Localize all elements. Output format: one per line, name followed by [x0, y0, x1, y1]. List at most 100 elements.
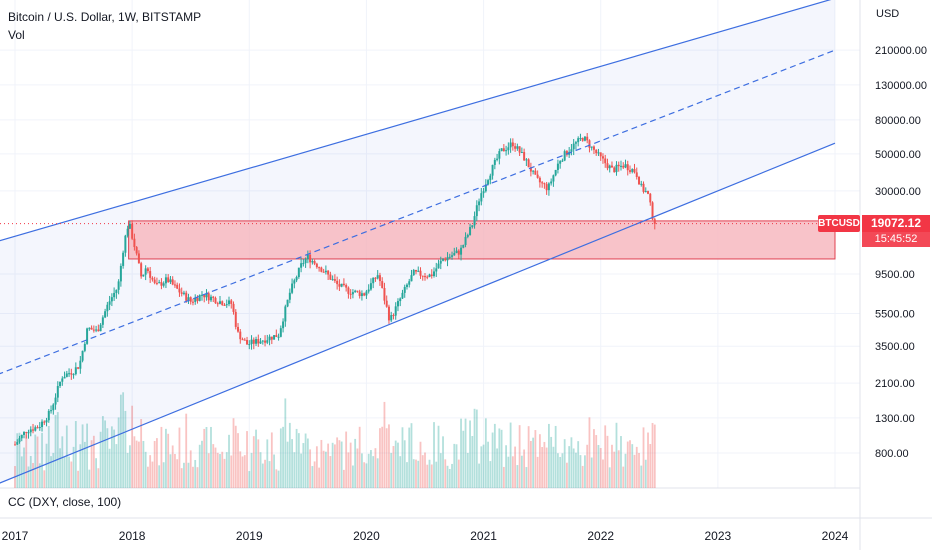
candle-body — [369, 283, 372, 290]
candle-body — [550, 181, 553, 184]
volume-bar — [257, 439, 260, 488]
candle-body — [638, 176, 641, 185]
volume-bar — [115, 444, 118, 488]
volume-bar — [561, 453, 564, 488]
indicator-label[interactable]: CC (DXY, close, 100) — [8, 495, 122, 509]
volume-bar — [259, 452, 262, 488]
volume-bar — [20, 456, 23, 488]
candle-body — [647, 191, 650, 194]
volume-bar — [588, 417, 591, 488]
candle-body — [347, 287, 350, 294]
volume-bar — [338, 440, 341, 488]
candle-body — [534, 170, 537, 175]
price-tick-label: 1300.00 — [875, 413, 915, 425]
candle-body — [74, 367, 77, 375]
volume-bar — [313, 461, 316, 488]
volume-bar — [651, 422, 654, 488]
volume-bar — [602, 459, 604, 488]
candle-body — [320, 267, 323, 272]
volume-bar — [358, 426, 361, 488]
volume-bar — [471, 436, 474, 488]
candle-body — [545, 184, 548, 191]
volume-bar — [557, 453, 559, 488]
candle-body — [207, 293, 210, 301]
volume-label[interactable]: Vol — [8, 28, 25, 42]
volume-bar — [95, 458, 97, 488]
candle-body — [336, 280, 339, 285]
volume-bar — [345, 431, 348, 488]
volume-bar — [397, 442, 399, 488]
candle-body — [228, 300, 231, 305]
candle-body — [104, 311, 107, 318]
candle-body — [446, 257, 449, 261]
volume-bar — [644, 459, 647, 488]
candle-body — [297, 267, 300, 278]
volume-bar — [532, 437, 535, 488]
volume-bar — [392, 446, 395, 488]
volume-bar — [25, 434, 28, 488]
volume-bar — [54, 415, 57, 488]
volume-bar — [50, 456, 52, 488]
volume-bar — [340, 441, 343, 488]
candle-body — [559, 161, 562, 164]
candle-body — [484, 184, 487, 192]
volume-bar — [282, 426, 284, 488]
candle-body — [113, 292, 116, 298]
volume-bar — [410, 423, 413, 488]
volume-bar — [158, 465, 161, 488]
candle-body — [239, 331, 242, 340]
volume-bar — [412, 459, 415, 488]
candle-body — [358, 291, 361, 297]
volume-bar — [442, 436, 444, 488]
candle-body — [300, 263, 303, 268]
candle-body — [126, 228, 129, 236]
candle-body — [516, 146, 519, 149]
candle-body — [50, 410, 53, 412]
time-tick-label: 2022 — [587, 529, 614, 543]
volume-bar — [559, 456, 562, 488]
candle-body — [444, 259, 447, 261]
candle-body — [221, 301, 224, 305]
candle-body — [309, 254, 312, 263]
volume-bar — [509, 422, 512, 488]
candle-body — [331, 279, 334, 281]
volume-bar — [300, 453, 302, 488]
candle-body — [191, 301, 194, 303]
candle-body — [378, 275, 381, 282]
volume-bar — [277, 470, 280, 488]
volume-bar — [484, 418, 487, 488]
candle-body — [160, 282, 163, 286]
volume-bar — [620, 436, 622, 488]
volume-bar — [439, 453, 442, 488]
volume-bar — [444, 459, 447, 488]
volume-bar — [516, 465, 519, 488]
currency-label: USD — [876, 8, 900, 20]
candle-body — [135, 247, 138, 254]
candle-body — [365, 291, 368, 296]
volume-bar — [65, 425, 68, 488]
volume-bar — [275, 469, 278, 488]
volume-bar — [315, 446, 318, 488]
volume-bar — [176, 459, 179, 488]
volume-bar — [205, 427, 208, 488]
candle-body — [322, 271, 325, 273]
volume-bar — [110, 426, 113, 488]
candle-body — [115, 289, 118, 293]
candle-body — [631, 169, 634, 172]
candle-body — [81, 350, 84, 361]
volume-bar — [469, 420, 471, 488]
volume-bar — [640, 465, 643, 488]
candle-body — [92, 329, 95, 331]
candle-body — [430, 274, 433, 277]
volume-bar — [502, 466, 505, 488]
candle-body — [311, 261, 314, 263]
volume-bar — [43, 470, 46, 488]
volume-bar — [83, 441, 86, 488]
candle-body — [640, 183, 643, 185]
volume-bar — [106, 428, 109, 488]
price-tick-label: 50000.00 — [875, 149, 921, 161]
volume-bar — [577, 441, 580, 488]
candle-body — [20, 434, 23, 439]
candle-body — [448, 256, 451, 258]
